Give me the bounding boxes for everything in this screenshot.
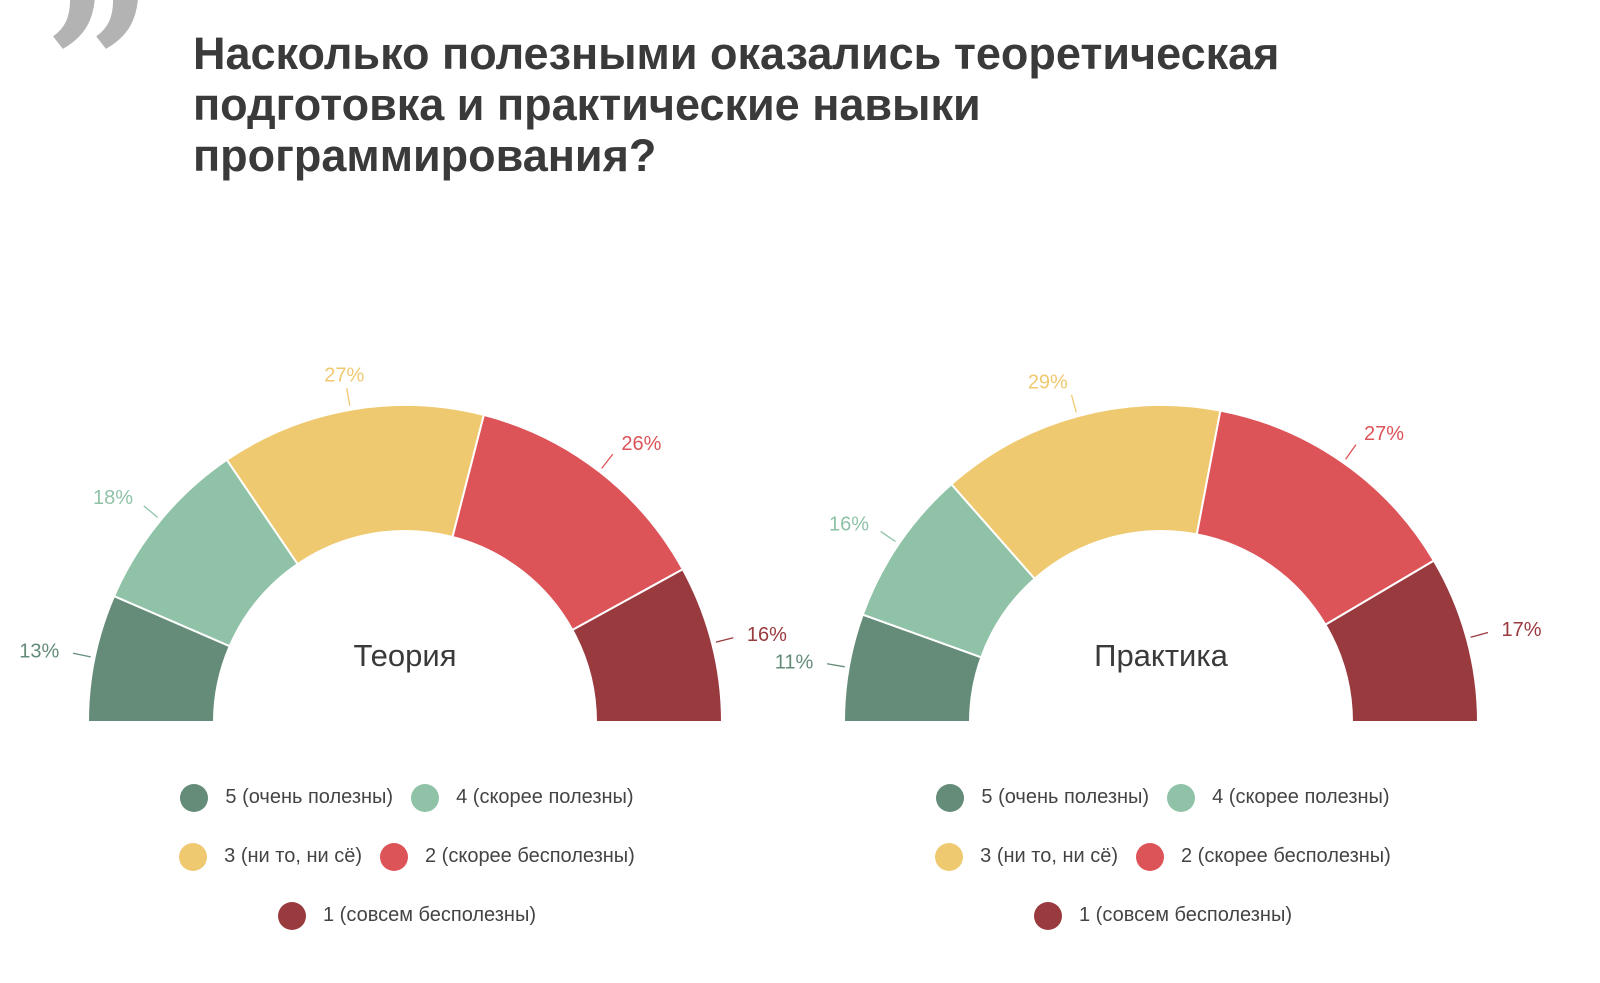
- legend-item: 4 (скорее полезны): [411, 783, 634, 812]
- leader-line: [72, 652, 91, 658]
- legend-practice: 5 (очень полезны) 4 (скорее полезны) 3 (ни…: [853, 768, 1473, 945]
- legend-label: 1 (совсем бесполезны): [1079, 904, 1292, 926]
- legend-label: 3 (ни то, ни сё): [980, 845, 1118, 867]
- legend-item: 2 (скорее бесполезны): [1136, 842, 1391, 871]
- legend-label: 2 (скорее бесполезны): [425, 845, 635, 867]
- leader-line: [1070, 394, 1077, 413]
- semi-donut-0: 13% 18% 27% 26% 16% Теория: [19, 364, 787, 723]
- legend-swatch: [380, 842, 408, 871]
- data-label: 16%: [747, 624, 787, 646]
- leader-line: [143, 505, 159, 518]
- data-label: 29%: [1028, 372, 1068, 394]
- data-label: 16%: [829, 514, 869, 536]
- legend-label: 3 (ни то, ни сё): [224, 845, 362, 867]
- segment-1: [1324, 559, 1480, 723]
- leader-line: [601, 453, 614, 469]
- data-label: 11%: [775, 651, 814, 673]
- legend-swatch: [278, 901, 306, 930]
- legend-label: 2 (скорее бесполезны): [1181, 845, 1391, 867]
- leader-line: [1345, 444, 1357, 460]
- legend-swatch: [179, 842, 208, 871]
- legend-swatch: [1136, 842, 1164, 871]
- closing-quote-icon: ”: [44, 0, 154, 178]
- legend-item: 1 (совсем бесполезны): [278, 901, 536, 930]
- legend-item: 5 (очень полезны): [180, 783, 394, 812]
- data-label: 17%: [1501, 619, 1541, 641]
- data-label: 26%: [621, 433, 661, 455]
- legend-label: 4 (скорее полезны): [456, 786, 634, 808]
- legend-label: 5 (очень полезны): [981, 786, 1150, 808]
- data-label: 18%: [93, 487, 133, 509]
- legend-label: 1 (совсем бесполезны): [323, 904, 536, 926]
- data-label: 13%: [19, 640, 59, 662]
- legend-theory: 5 (очень полезны) 4 (скорее полезны) 3 (ни…: [97, 768, 717, 945]
- leader-line: [880, 530, 896, 543]
- data-label: 27%: [1364, 423, 1404, 445]
- segment-1: [571, 567, 724, 723]
- legend-item: 3 (ни то, ни сё): [935, 842, 1118, 871]
- legend-swatch: [936, 783, 965, 812]
- legend-label: 4 (скорее полезны): [1212, 786, 1390, 808]
- legend-swatch: [1034, 901, 1062, 930]
- legend-swatch: [1167, 783, 1196, 812]
- legend-item: 3 (ни то, ни сё): [179, 842, 362, 871]
- page-title: Насколько полезными оказались теоретичес…: [193, 28, 1280, 181]
- leader-line: [1470, 631, 1489, 638]
- semi-donut-1: 11% 16% 29% 27% 17% Практика: [775, 372, 1542, 723]
- legend-swatch: [180, 783, 209, 812]
- legend-item: 2 (скорее бесполезны): [380, 842, 635, 871]
- legend-swatch: [935, 842, 964, 871]
- center-label: Практика: [1094, 638, 1228, 673]
- center-label: Теория: [353, 638, 456, 673]
- leader-line: [715, 637, 734, 643]
- legend-item: 4 (скорее полезны): [1167, 783, 1390, 812]
- legend-item: 1 (совсем бесполезны): [1034, 901, 1292, 930]
- legend-item: 5 (очень полезны): [936, 783, 1150, 812]
- legend-swatch: [411, 783, 440, 812]
- leader-line: [826, 663, 845, 668]
- legend-label: 5 (очень полезны): [225, 786, 394, 808]
- data-label: 27%: [324, 364, 364, 386]
- leader-line: [346, 387, 351, 406]
